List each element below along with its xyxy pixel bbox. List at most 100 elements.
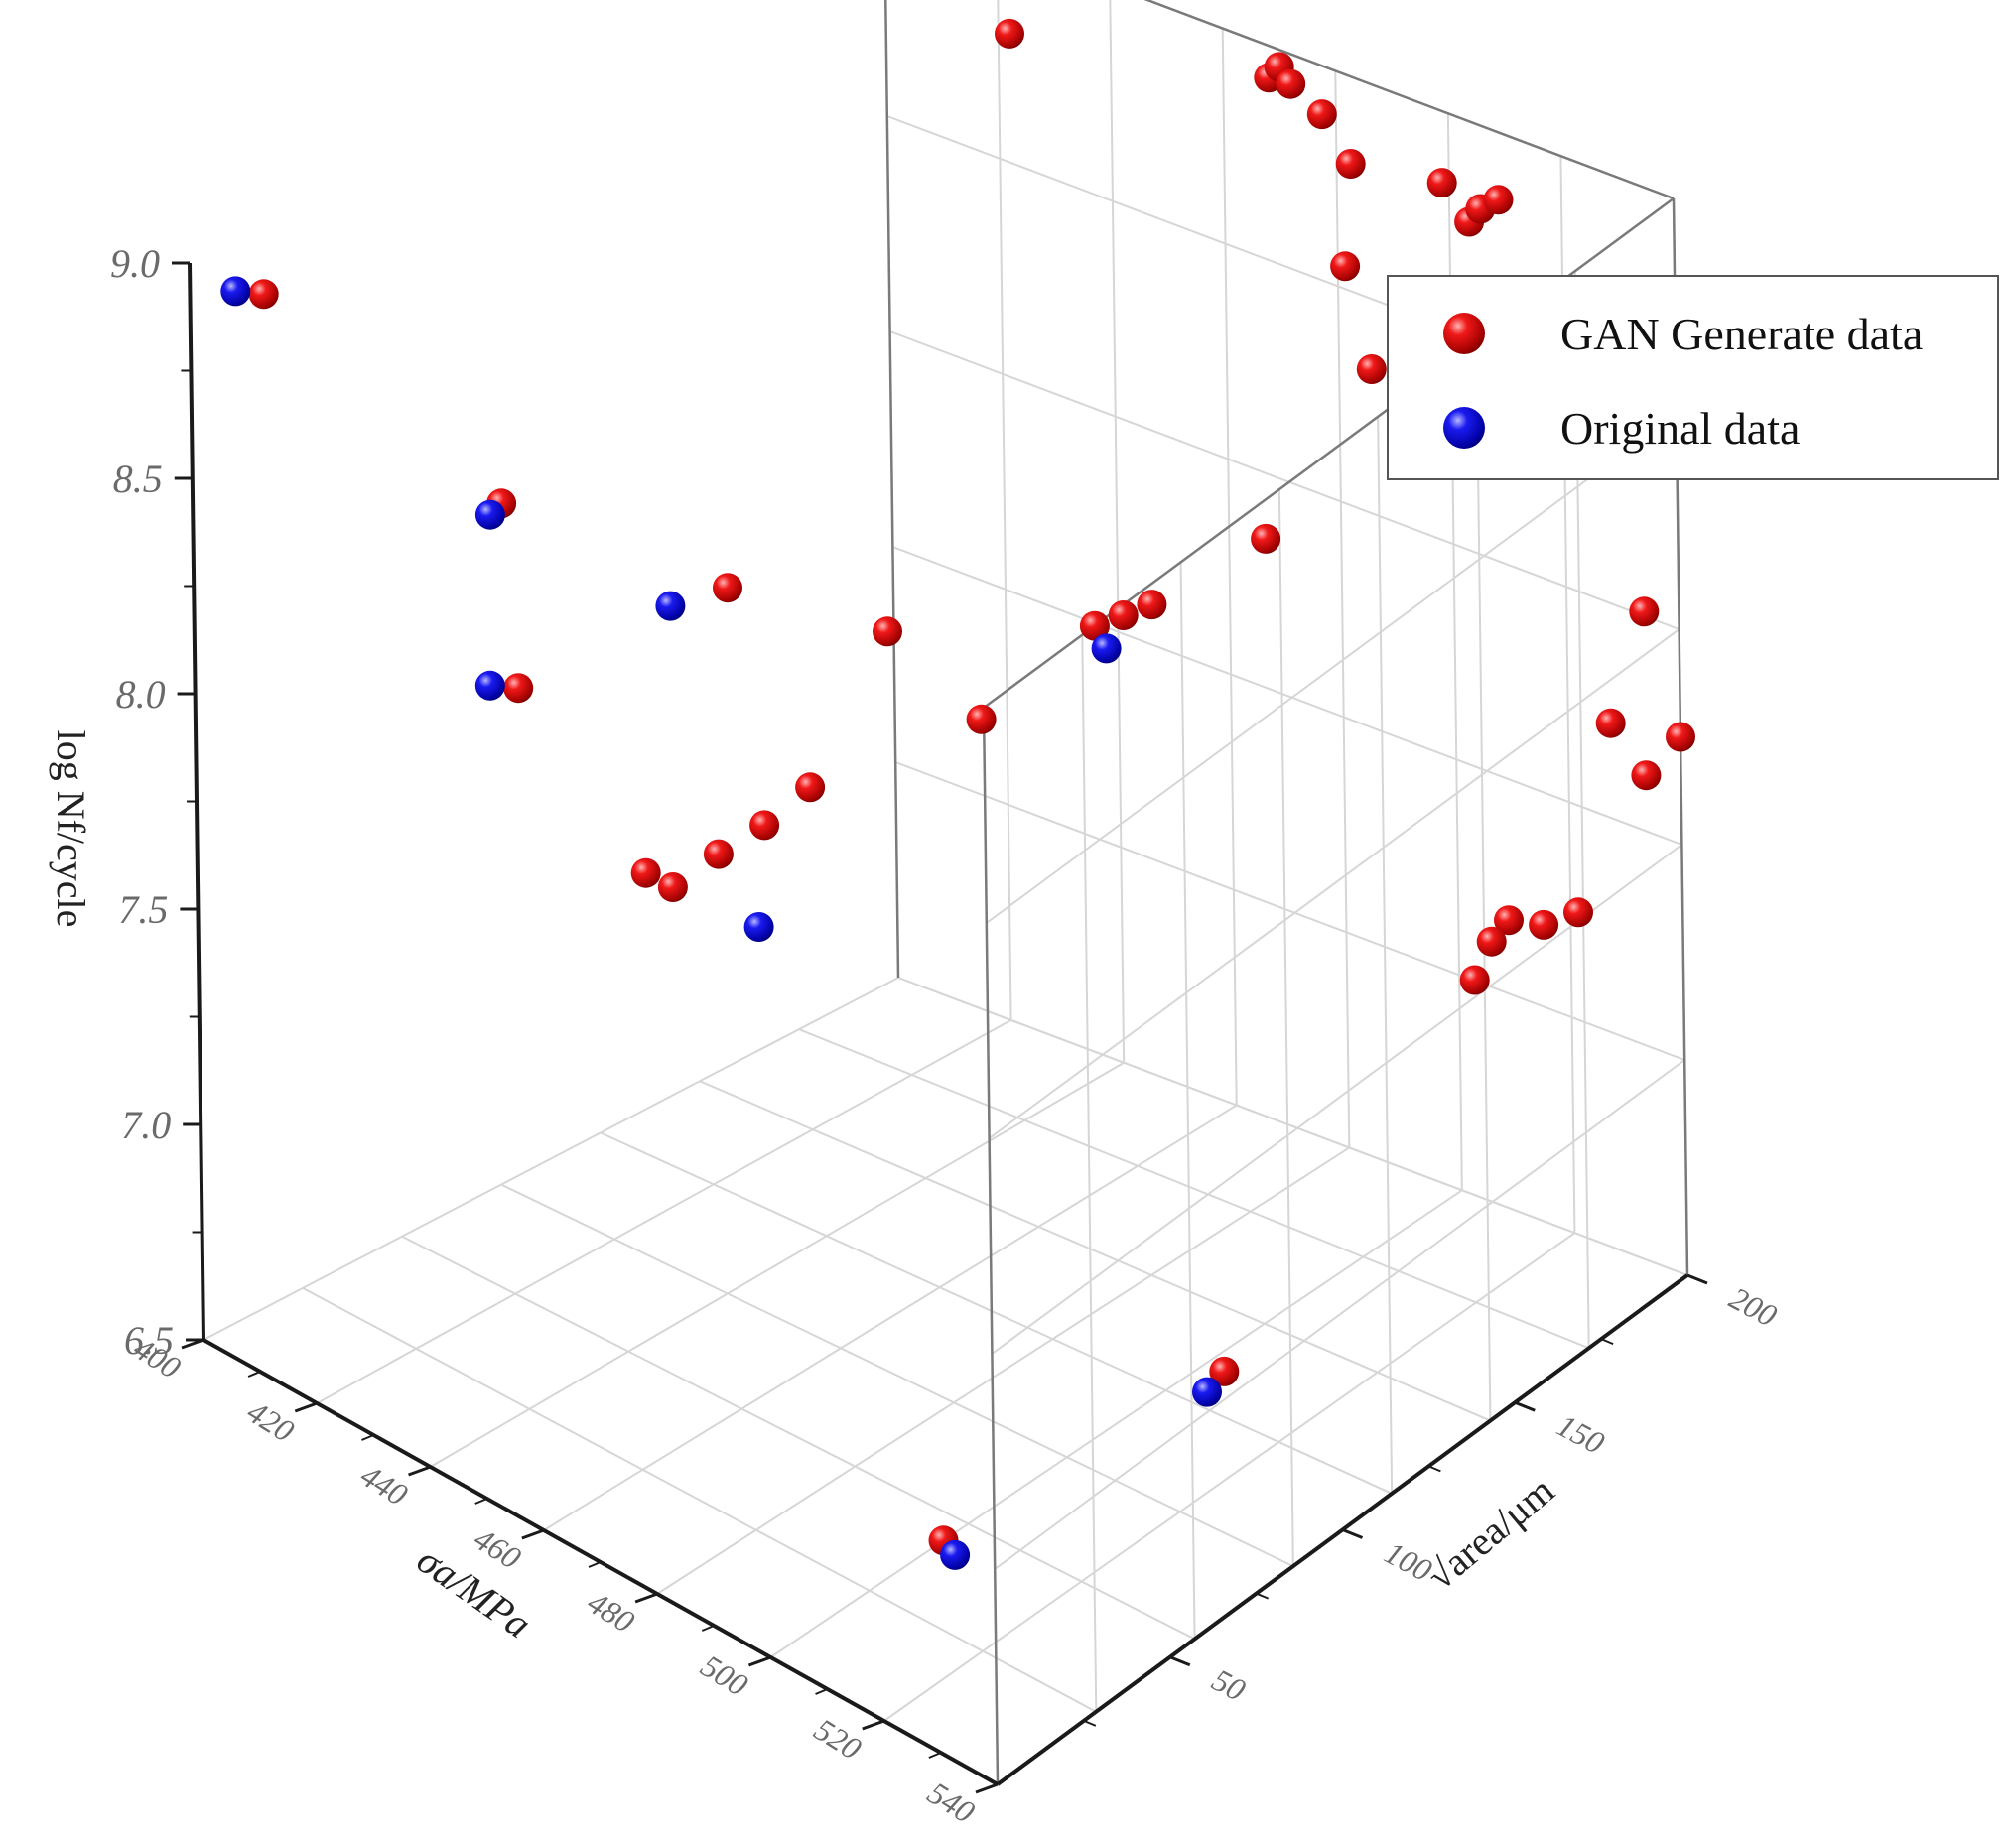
x-tick-label: 440 [354, 1457, 414, 1512]
y-minor-tick [1427, 1465, 1441, 1473]
gan-data-point [1666, 722, 1695, 752]
gan-data-point [1251, 523, 1281, 554]
x-tick [181, 1338, 204, 1350]
wall-grid-y-horizontal [986, 413, 1678, 924]
gan-data-point [657, 872, 688, 902]
x-minor-tick [361, 1434, 374, 1441]
y-tick [1169, 1655, 1191, 1667]
original-data-point [940, 1539, 971, 1570]
y-tick-label: 150 [1551, 1407, 1610, 1461]
z-tick-label: 7.0 [121, 1103, 171, 1147]
floor-grid-y [699, 1080, 1491, 1422]
legend-marker-gan [1443, 313, 1485, 354]
x-tick [862, 1719, 885, 1731]
wall-grid-x-horizontal [894, 761, 1685, 1061]
gan-data-point [1494, 905, 1524, 936]
x-tick [747, 1655, 771, 1667]
gan-data-point [1629, 596, 1660, 627]
wall-grid-y-vertical [1081, 634, 1098, 1712]
gan-data-point [1426, 168, 1457, 198]
wall-grid-y-vertical [1377, 416, 1394, 1494]
y-tick [1341, 1528, 1364, 1539]
x-tick-label: 500 [695, 1647, 754, 1703]
legend-label-original: Original data [1560, 403, 1800, 454]
wall-grid-y-vertical [1277, 489, 1294, 1567]
gan-data-point [1631, 760, 1662, 791]
z-tick-label: 8.5 [113, 457, 163, 501]
y-minor-tick [1600, 1338, 1614, 1346]
y-tick [1514, 1400, 1536, 1412]
original-data-point [655, 591, 686, 621]
y-minor-tick [1256, 1592, 1270, 1600]
wall-grid-y-horizontal [991, 844, 1682, 1355]
floor-grid-x [656, 1146, 1350, 1595]
gan-data-point [1476, 926, 1507, 957]
floor-grid-y [500, 1183, 1294, 1568]
gan-data-point [1356, 354, 1387, 384]
x-tick [294, 1401, 318, 1413]
frame-edge [1143, 0, 1675, 200]
x-tick [521, 1528, 545, 1540]
x-tick [975, 1782, 999, 1794]
floor-grid-y [302, 1286, 1097, 1713]
floor-grid-x [883, 1232, 1576, 1722]
wall-grid-x-vertical [1221, 28, 1238, 1106]
gan-data-point [1330, 251, 1361, 282]
original-data-point [1192, 1377, 1222, 1407]
x-tick-label: 480 [582, 1584, 641, 1640]
gan-data-point [1209, 1356, 1240, 1386]
wall-grid-y-horizontal [989, 628, 1680, 1139]
z-tick-label: 7.5 [118, 887, 168, 932]
y-tick [1686, 1273, 1708, 1285]
gan-data-point [1595, 708, 1626, 738]
y-tick-label: 50 [1206, 1661, 1251, 1708]
gan-data-point [1079, 610, 1110, 641]
gan-data-point [1483, 185, 1514, 215]
gan-data-point [1306, 99, 1337, 130]
wall-grid-x-vertical [1334, 70, 1351, 1148]
x-minor-tick [928, 1752, 942, 1759]
frame-edge [884, 0, 900, 979]
z-tick-label: 6.5 [124, 1318, 174, 1363]
x-minor-tick [474, 1498, 488, 1505]
legend-marker-original [1443, 407, 1485, 449]
wall-grid-x-horizontal [897, 977, 1688, 1276]
wall-grid-x-vertical [997, 0, 1012, 1020]
x-tick-label: 420 [241, 1393, 301, 1449]
wall-grid-y-vertical [1179, 562, 1196, 1640]
gan-data-point [703, 839, 734, 869]
x-tick [634, 1592, 658, 1604]
grid-layer [202, 0, 1688, 1785]
gan-data-point [1335, 149, 1366, 179]
legend: GAN Generate data Original data [1387, 275, 1999, 480]
wall-grid-y-horizontal [994, 1059, 1685, 1570]
legend-label-gan: GAN Generate data [1560, 309, 1923, 359]
original-data-point [220, 276, 251, 307]
floor-grid-y [600, 1131, 1393, 1495]
gan-data-point [1276, 68, 1306, 99]
x-tick-label: 520 [808, 1711, 868, 1767]
x-tick [408, 1465, 432, 1477]
floor-grid-x [202, 977, 899, 1341]
gan-data-point [713, 573, 742, 603]
gan-data-point [966, 704, 997, 734]
original-data-point [1091, 633, 1122, 664]
x-minor-tick [815, 1688, 828, 1695]
gan-data-point [795, 772, 826, 803]
x-minor-tick [701, 1625, 715, 1632]
original-data-point [743, 912, 774, 942]
floor-grid-x [430, 1061, 1125, 1468]
gan-data-point [995, 18, 1024, 49]
gan-data-point [630, 857, 661, 888]
z-axis-title: log Nf/cycle [49, 730, 93, 928]
gan-data-point [749, 810, 780, 841]
wall-grid-x-vertical [1109, 0, 1126, 1063]
gan-data-point [248, 279, 279, 310]
floor-grid-y [401, 1235, 1196, 1641]
y-axis-title: √area/μm [1418, 1468, 1563, 1599]
legend-box [1387, 275, 1999, 480]
wall-grid-x-horizontal [892, 546, 1682, 846]
y-minor-tick [1083, 1719, 1097, 1727]
floor-grid-x [543, 1104, 1238, 1531]
